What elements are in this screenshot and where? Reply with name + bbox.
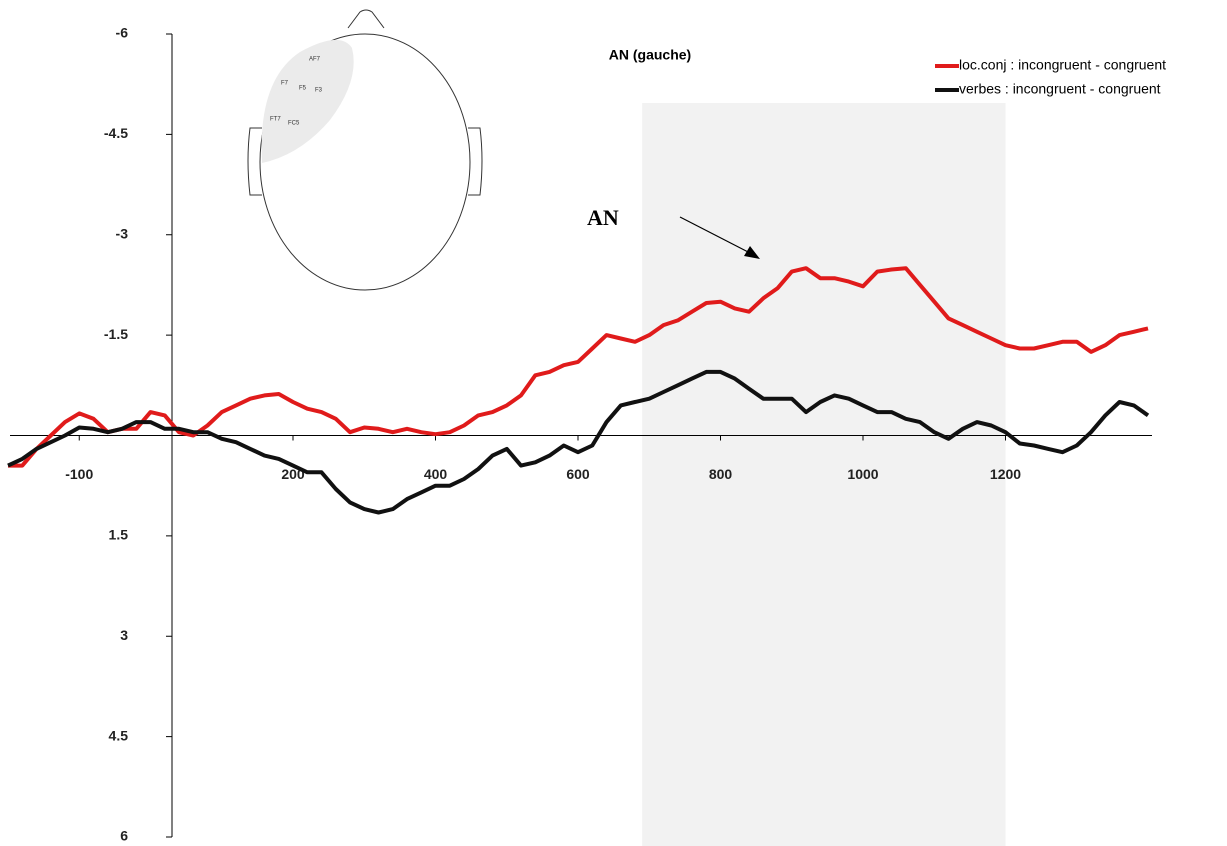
x-tick-label: -100	[65, 466, 93, 482]
electrode: FT7	[270, 117, 281, 123]
head-diagram	[247, 9, 483, 291]
y-tick-label: -4.5	[104, 125, 128, 141]
electrode: FC5	[288, 121, 300, 127]
y-tick-label: -6	[116, 25, 129, 41]
nose	[347, 9, 385, 29]
x-tick-label: 400	[424, 466, 448, 482]
region	[261, 39, 354, 163]
electrode: F7	[281, 81, 289, 87]
electrode: AF7	[309, 57, 321, 63]
electrode: F5	[299, 86, 307, 92]
x-tick-label: 1000	[847, 466, 878, 482]
electrode: F3	[315, 88, 323, 94]
y-tick-label: -1.5	[104, 326, 128, 342]
annotation: AN	[587, 205, 619, 230]
x-tick-label: 800	[709, 466, 733, 482]
y-tick-label: 6	[120, 828, 128, 844]
y-tick-label: -3	[116, 225, 129, 241]
y-tick-label: 4.5	[109, 727, 129, 743]
shaded-window	[642, 103, 1006, 846]
legend-label: verbes : incongruent - congruent	[959, 81, 1161, 97]
chart-title: AN (gauche)	[609, 47, 691, 63]
x-tick-label: 1200	[990, 466, 1021, 482]
shade-layer	[642, 103, 1006, 846]
ear-right	[468, 127, 483, 196]
electrodes: AF7 F7 F5 F3 FT7 FC5	[270, 57, 323, 127]
arrow-head	[744, 246, 760, 259]
x-tick-label: 600	[566, 466, 590, 482]
arrow-line	[679, 216, 753, 255]
y-tick-label: 1.5	[109, 527, 129, 543]
y-tick-label: 3	[120, 627, 128, 643]
ear-left	[247, 127, 262, 196]
legend-label: loc.conj : incongruent - congruent	[959, 57, 1166, 73]
data-line	[7, 369, 1150, 515]
